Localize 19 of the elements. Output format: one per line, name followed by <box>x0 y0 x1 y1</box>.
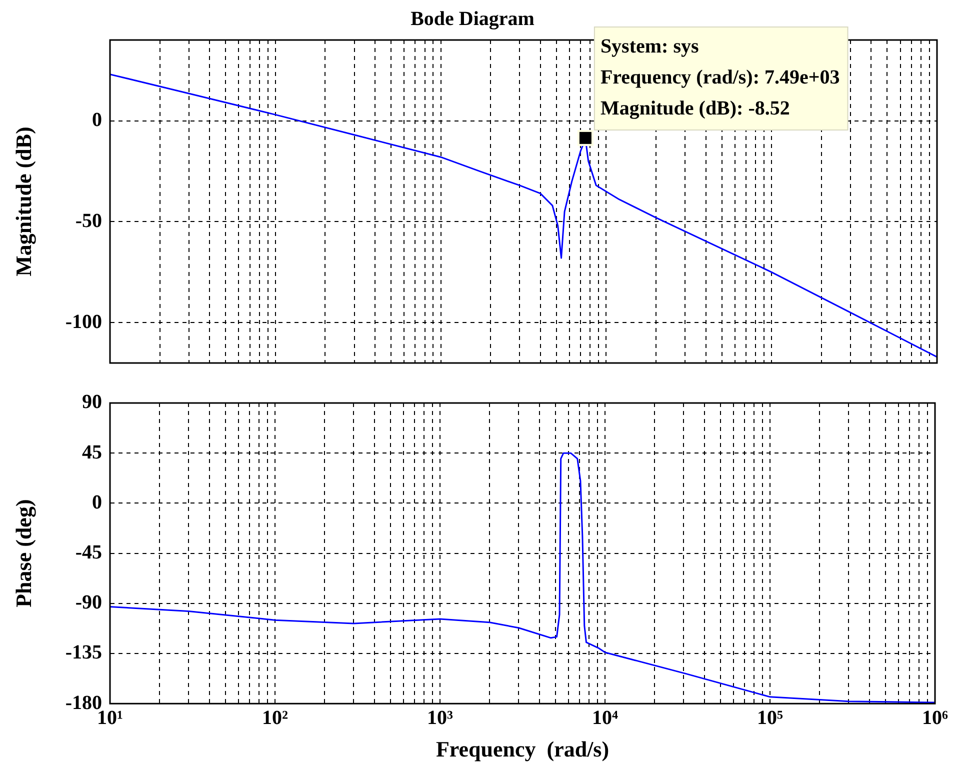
y-tick-label: -100 <box>65 310 102 333</box>
x-axis-title: Frequency (rad/s) <box>436 736 610 762</box>
y-tick-label: 0 <box>92 108 102 131</box>
y-tick-label: -90 <box>75 592 102 614</box>
x-tick-label: 10⁵ <box>757 706 783 729</box>
x-tick-label: 10² <box>262 706 288 729</box>
y-tick-label: -50 <box>75 210 102 232</box>
y-tick-label: 90 <box>82 391 102 414</box>
x-tick-label: 10⁶ <box>922 706 948 729</box>
y-axis-title: Magnitude (dB) <box>10 126 36 276</box>
y-tick-label: 45 <box>82 441 102 464</box>
y-tick-label: -135 <box>65 642 102 664</box>
y-tick-label: -45 <box>75 541 102 564</box>
x-tick-label: 10³ <box>427 706 453 729</box>
x-tick-label: 10⁴ <box>592 706 618 729</box>
annotation: System: sys Frequency (rad/s): 7.49e+03 Magnitude (dB): -8.52 <box>600 36 840 120</box>
chart-title: Bode Diagram <box>410 8 535 30</box>
y-axis-title: Phase (deg) <box>10 499 36 608</box>
y-tick-label: 0 <box>92 491 102 514</box>
